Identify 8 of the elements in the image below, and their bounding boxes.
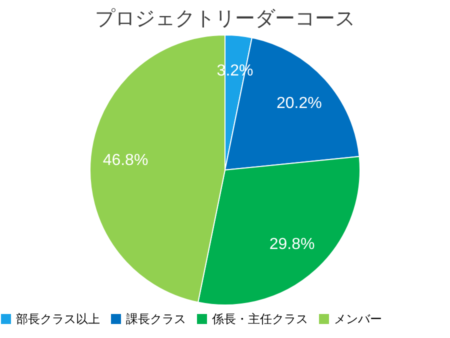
legend-label: 部長クラス以上 (16, 312, 100, 326)
legend-label: 係長・主任クラス (211, 312, 308, 326)
chart-title: プロジェクトリーダーコース (95, 8, 355, 30)
data-label: 29.8% (269, 236, 315, 254)
data-label: 46.8% (102, 152, 148, 169)
legend-label: 課長クラス (126, 312, 186, 326)
legend-label: メンバー (334, 312, 382, 326)
data-label: 20.2% (276, 94, 322, 112)
